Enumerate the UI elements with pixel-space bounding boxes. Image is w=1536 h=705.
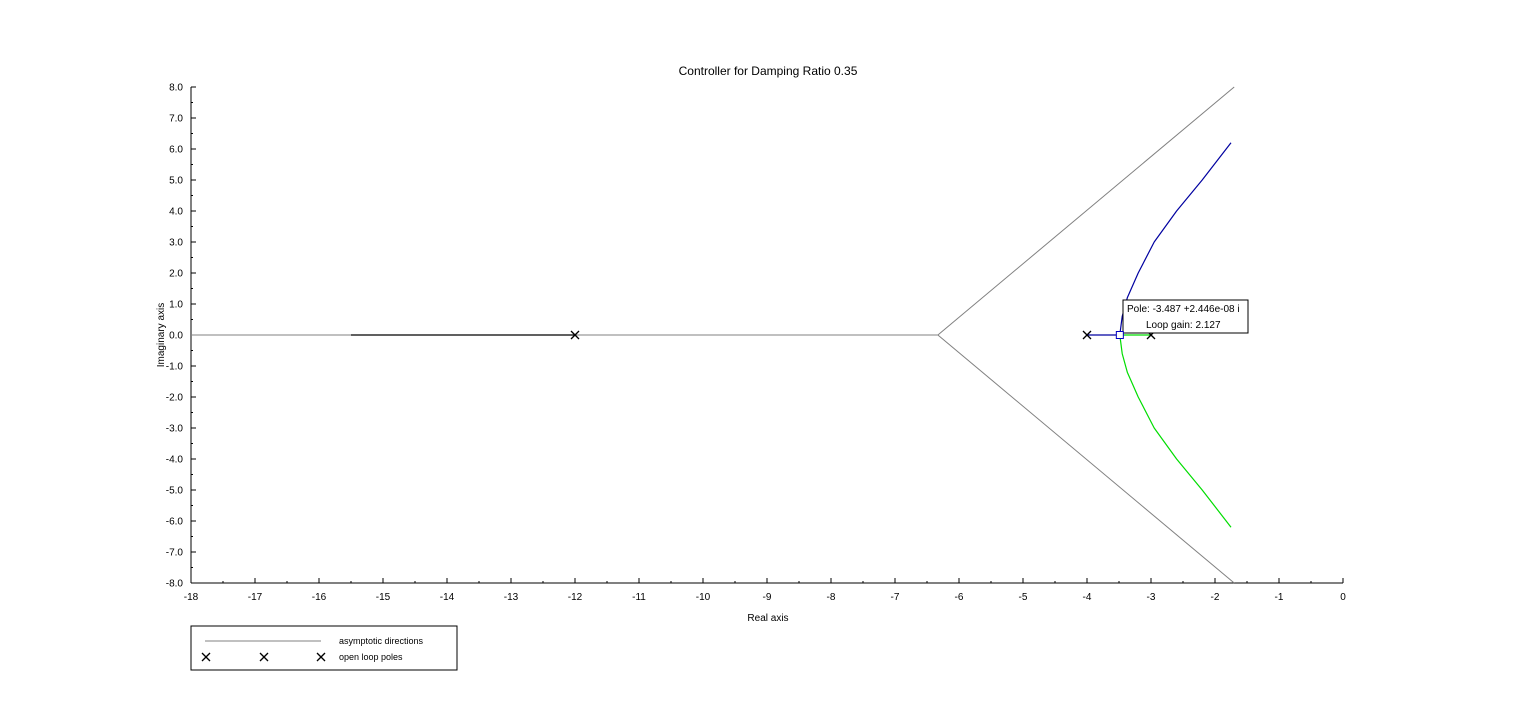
legend-label-poles: open loop poles [339, 652, 403, 662]
y-tick-label: -2.0 [166, 393, 184, 404]
legend: asymptotic directions open loop poles [190, 625, 458, 671]
x-tick-label: -7 [891, 592, 900, 603]
x-tick-label: -5 [1019, 592, 1028, 603]
axes: -18 -17 -16 -15 -14 -13 -12 -11 -10 -9 -8 -7 -6 -5 -4-… [166, 83, 1346, 604]
x-tick-label: -8 [827, 592, 836, 603]
x-tick-label: -10 [696, 592, 711, 603]
x-tick-label: -12 [568, 592, 583, 603]
y-tick-label: -1.0 [166, 362, 184, 373]
y-tick-label: -5.0 [166, 486, 184, 497]
y-tick-label: -7.0 [166, 548, 184, 559]
x-tick-label: -16 [312, 592, 327, 603]
legend-pole-marker [259, 652, 269, 662]
x-tick-label: -3 [1147, 592, 1156, 603]
y-tick-label: 5.0 [169, 176, 183, 187]
y-tick-label: 6.0 [169, 145, 183, 156]
y-tick-label: -6.0 [166, 517, 184, 528]
x-tick-label: -2 [1211, 592, 1220, 603]
legend-box [190, 625, 458, 671]
legend-label-asymptotes: asymptotic directions [339, 636, 424, 646]
open-loop-pole-marker [1082, 330, 1092, 340]
y-tick-label: -8.0 [166, 579, 184, 590]
asymptote-line [937, 334, 1235, 584]
chart-title: Controller for Damping Ratio 0.35 [679, 64, 858, 78]
x-tick-label: -6 [955, 592, 964, 603]
x-tick-label: 0 [1340, 592, 1346, 603]
asymptotic-directions [191, 86, 1235, 584]
y-tick-label: 3.0 [169, 238, 183, 249]
y-tick-label: -3.0 [166, 424, 184, 435]
datatip-box [1122, 299, 1249, 334]
datatip-marker[interactable] [1115, 331, 1124, 339]
datatip-pole-text: Pole: -3.487 +2.446e-08 i [1127, 304, 1240, 315]
y-tick-label: 1.0 [169, 300, 183, 311]
x-tick-label: -11 [632, 592, 646, 603]
legend-swatch-poles [201, 652, 326, 662]
legend-pole-marker [316, 652, 326, 662]
x-tick-label: -13 [504, 592, 519, 603]
y-tick-label: 2.0 [169, 269, 183, 280]
x-tick-label: -1 [1275, 592, 1284, 603]
y-tick-label: 4.0 [169, 207, 183, 218]
x-tick-label: -18 [184, 592, 199, 603]
y-tick-label: 7.0 [169, 114, 183, 125]
datatip-gain-text: Loop gain: 2.127 [1146, 320, 1221, 331]
x-tick-label: -9 [763, 592, 772, 603]
y-tick-label: 8.0 [169, 83, 183, 94]
asymptote-line [937, 86, 1235, 336]
locus-branches [351, 142, 1232, 528]
x-tick-label: -17 [248, 592, 263, 603]
legend-pole-marker [201, 652, 211, 662]
y-tick-label: 0.0 [169, 331, 183, 342]
x-tick-label: -14 [440, 592, 455, 603]
y-tick-label: -4.0 [166, 455, 184, 466]
locus-branch [1087, 142, 1232, 336]
locus-branch [1119, 334, 1232, 528]
x-tick-label: -4 [1083, 592, 1092, 603]
open-loop-pole-marker [570, 330, 580, 340]
x-axis-label: Real axis [747, 613, 788, 624]
y-axis-label: Imaginary axis [156, 303, 167, 367]
datatip[interactable]: Pole: -3.487 +2.446e-08 i Loop gain: 2.1… [1115, 299, 1249, 339]
x-tick-label: -15 [376, 592, 391, 603]
